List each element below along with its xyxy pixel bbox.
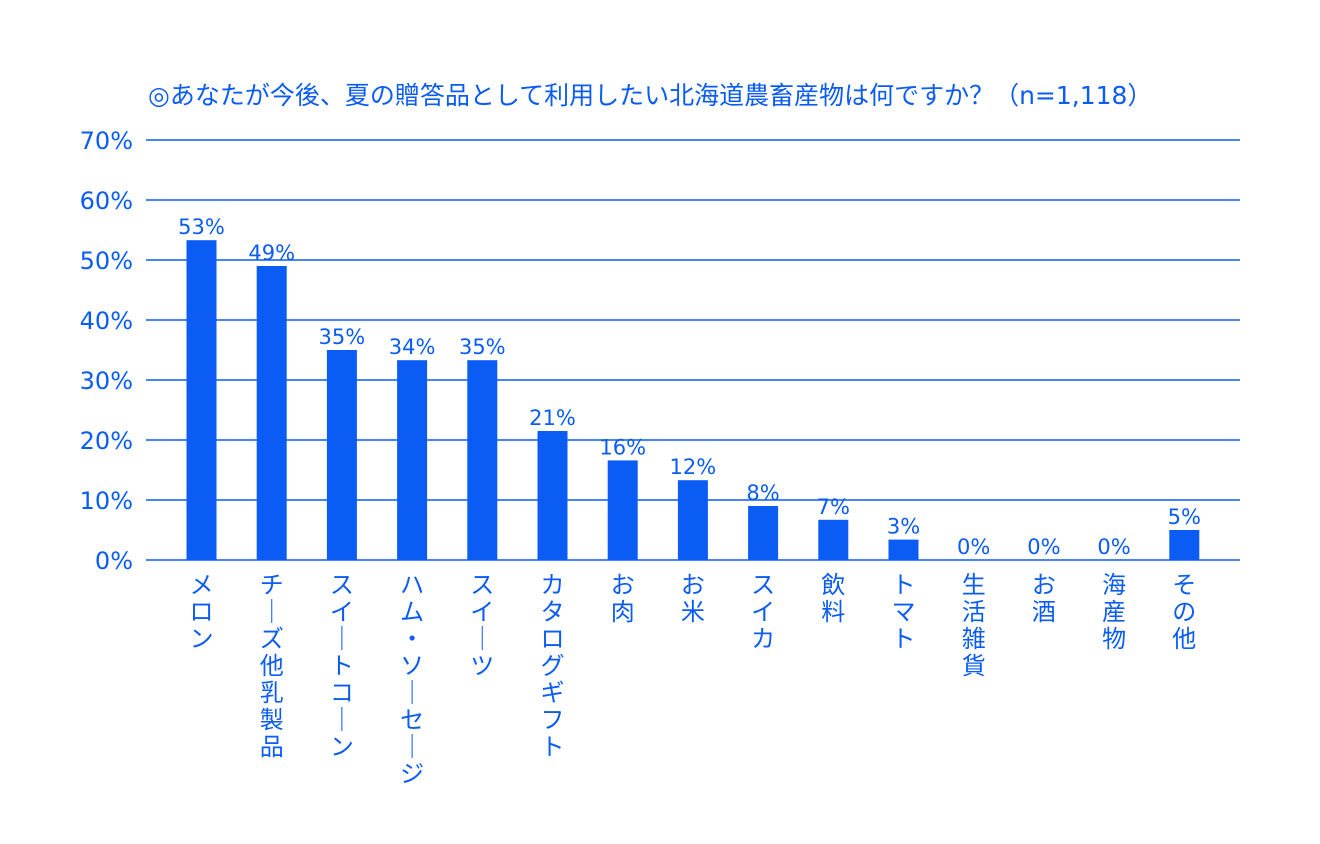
bar: [818, 519, 849, 560]
category-label: その他: [1172, 571, 1196, 653]
bar: [677, 480, 708, 560]
category-label: 飲料: [821, 571, 845, 626]
category-label: 海産物: [1102, 571, 1126, 653]
data-label: 5%: [1168, 505, 1201, 529]
category-label: カタログギフト: [541, 571, 565, 761]
y-tick-label: 20%: [80, 427, 133, 455]
data-label: 0%: [957, 535, 990, 559]
data-label: 3%: [887, 515, 920, 539]
bar: [1169, 530, 1200, 560]
category-label: ハム・ソ｜セ｜ジ: [400, 571, 424, 788]
bar: [186, 240, 217, 560]
data-label: 49%: [248, 241, 295, 265]
category-label: お肉: [611, 571, 635, 626]
data-label: 7%: [817, 495, 850, 519]
bar: [537, 431, 568, 560]
category-label: お酒: [1032, 571, 1056, 626]
bar: [256, 266, 287, 560]
category-label: スイ｜ツ: [470, 571, 494, 680]
bar: [748, 506, 779, 560]
y-tick-label: 60%: [80, 187, 133, 215]
category-label: メロン: [190, 571, 214, 653]
category-label: スイカ: [751, 571, 775, 653]
bar: [467, 360, 498, 560]
y-tick-label: 50%: [80, 247, 133, 275]
bar: [397, 360, 428, 560]
data-label: 16%: [599, 435, 646, 459]
data-label: 34%: [389, 335, 436, 359]
bar: [326, 350, 357, 560]
data-label: 0%: [1097, 535, 1130, 559]
bar: [607, 460, 638, 560]
y-tick-label: 30%: [80, 367, 133, 395]
category-label: チ｜ズ他乳製品: [260, 571, 284, 761]
y-tick-label: 10%: [80, 487, 133, 515]
data-label: 8%: [746, 481, 779, 505]
y-tick-label: 0%: [95, 547, 133, 575]
data-label: 0%: [1027, 535, 1060, 559]
data-label: 35%: [319, 325, 366, 349]
category-label: お米: [681, 571, 705, 626]
category-label: スイ｜トコ｜ン: [330, 571, 354, 761]
bar: [888, 539, 919, 560]
chart-title: ◎あなたが今後、夏の贈答品として利用したい北海道農畜産物は何ですか？（n=1,1…: [148, 81, 1153, 110]
data-label: 53%: [178, 215, 225, 239]
category-label: トマト: [892, 571, 916, 653]
data-label: 12%: [670, 455, 717, 479]
y-tick-label: 40%: [80, 307, 133, 335]
category-label: 生活雑貨: [962, 571, 986, 680]
y-tick-label: 70%: [80, 127, 133, 155]
data-label: 35%: [459, 335, 506, 359]
data-label: 21%: [529, 406, 576, 430]
